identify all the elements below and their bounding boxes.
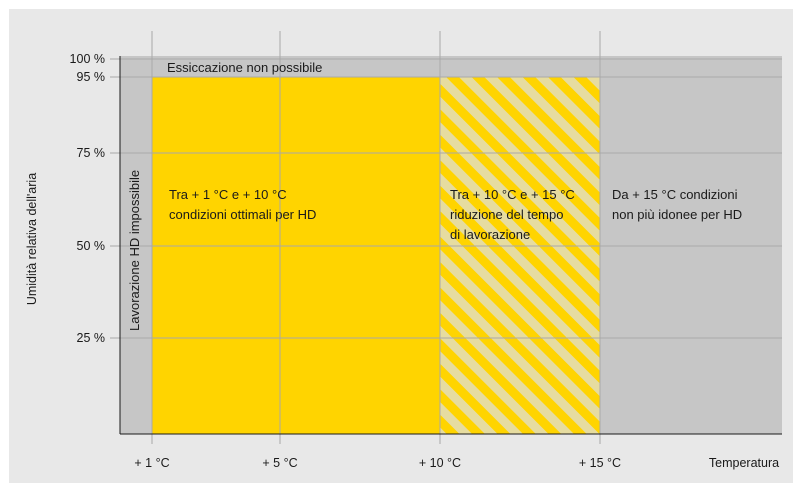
lavorazione-impossibile-label: Lavorazione HD impossibile bbox=[127, 170, 142, 331]
zone-top-band bbox=[120, 56, 782, 59]
essiccazione-label: Essiccazione non possibile bbox=[167, 60, 322, 75]
optimal-label-line2: condizioni ottimali per HD bbox=[169, 207, 316, 222]
unsuitable-label-line1: Da + 15 °C condizioni bbox=[612, 187, 738, 202]
x-axis-label: Temperatura bbox=[709, 456, 779, 470]
y-tick-label-4: 100 % bbox=[70, 52, 105, 66]
chart-panel: + 1 °C + 5 °C + 10 °C + 15 °C 25 % 50 % 75 % 95… bbox=[9, 9, 793, 483]
zone-2 bbox=[152, 77, 440, 434]
x-tick-label-2: + 10 °C bbox=[419, 456, 461, 470]
axes-layer bbox=[119, 56, 782, 435]
reduced-label-line1: Tra + 10 °C e + 15 °C bbox=[450, 187, 575, 202]
zones-layer bbox=[120, 56, 782, 434]
x-tick-label-1: + 5 °C bbox=[262, 456, 297, 470]
chart-svg: + 1 °C + 5 °C + 10 °C + 15 °C 25 % 50 % 75 % 95… bbox=[25, 31, 782, 470]
unsuitable-label-line2: non più idonee per HD bbox=[612, 207, 742, 222]
ticks-layer: + 1 °C + 5 °C + 10 °C + 15 °C 25 % 50 % 75 % 95… bbox=[70, 52, 622, 470]
optimal-label-line1: Tra + 1 °C e + 10 °C bbox=[169, 187, 287, 202]
y-tick-label-0: 25 % bbox=[77, 331, 106, 345]
y-axis-label: Umidità relativa dell'aria bbox=[25, 173, 39, 305]
reduced-label-line2: riduzione del tempo bbox=[450, 207, 563, 222]
zone-1 bbox=[152, 59, 782, 77]
zone-3 bbox=[440, 77, 600, 434]
x-tick-label-3: + 15 °C bbox=[579, 456, 621, 470]
grid-layer bbox=[110, 31, 782, 444]
reduced-label-line3: di lavorazione bbox=[450, 227, 530, 242]
y-tick-label-1: 50 % bbox=[77, 239, 106, 253]
x-tick-label-0: + 1 °C bbox=[134, 456, 169, 470]
y-tick-label-3: 95 % bbox=[77, 70, 106, 84]
zone-4 bbox=[600, 77, 782, 434]
y-tick-label-2: 75 % bbox=[77, 146, 106, 160]
